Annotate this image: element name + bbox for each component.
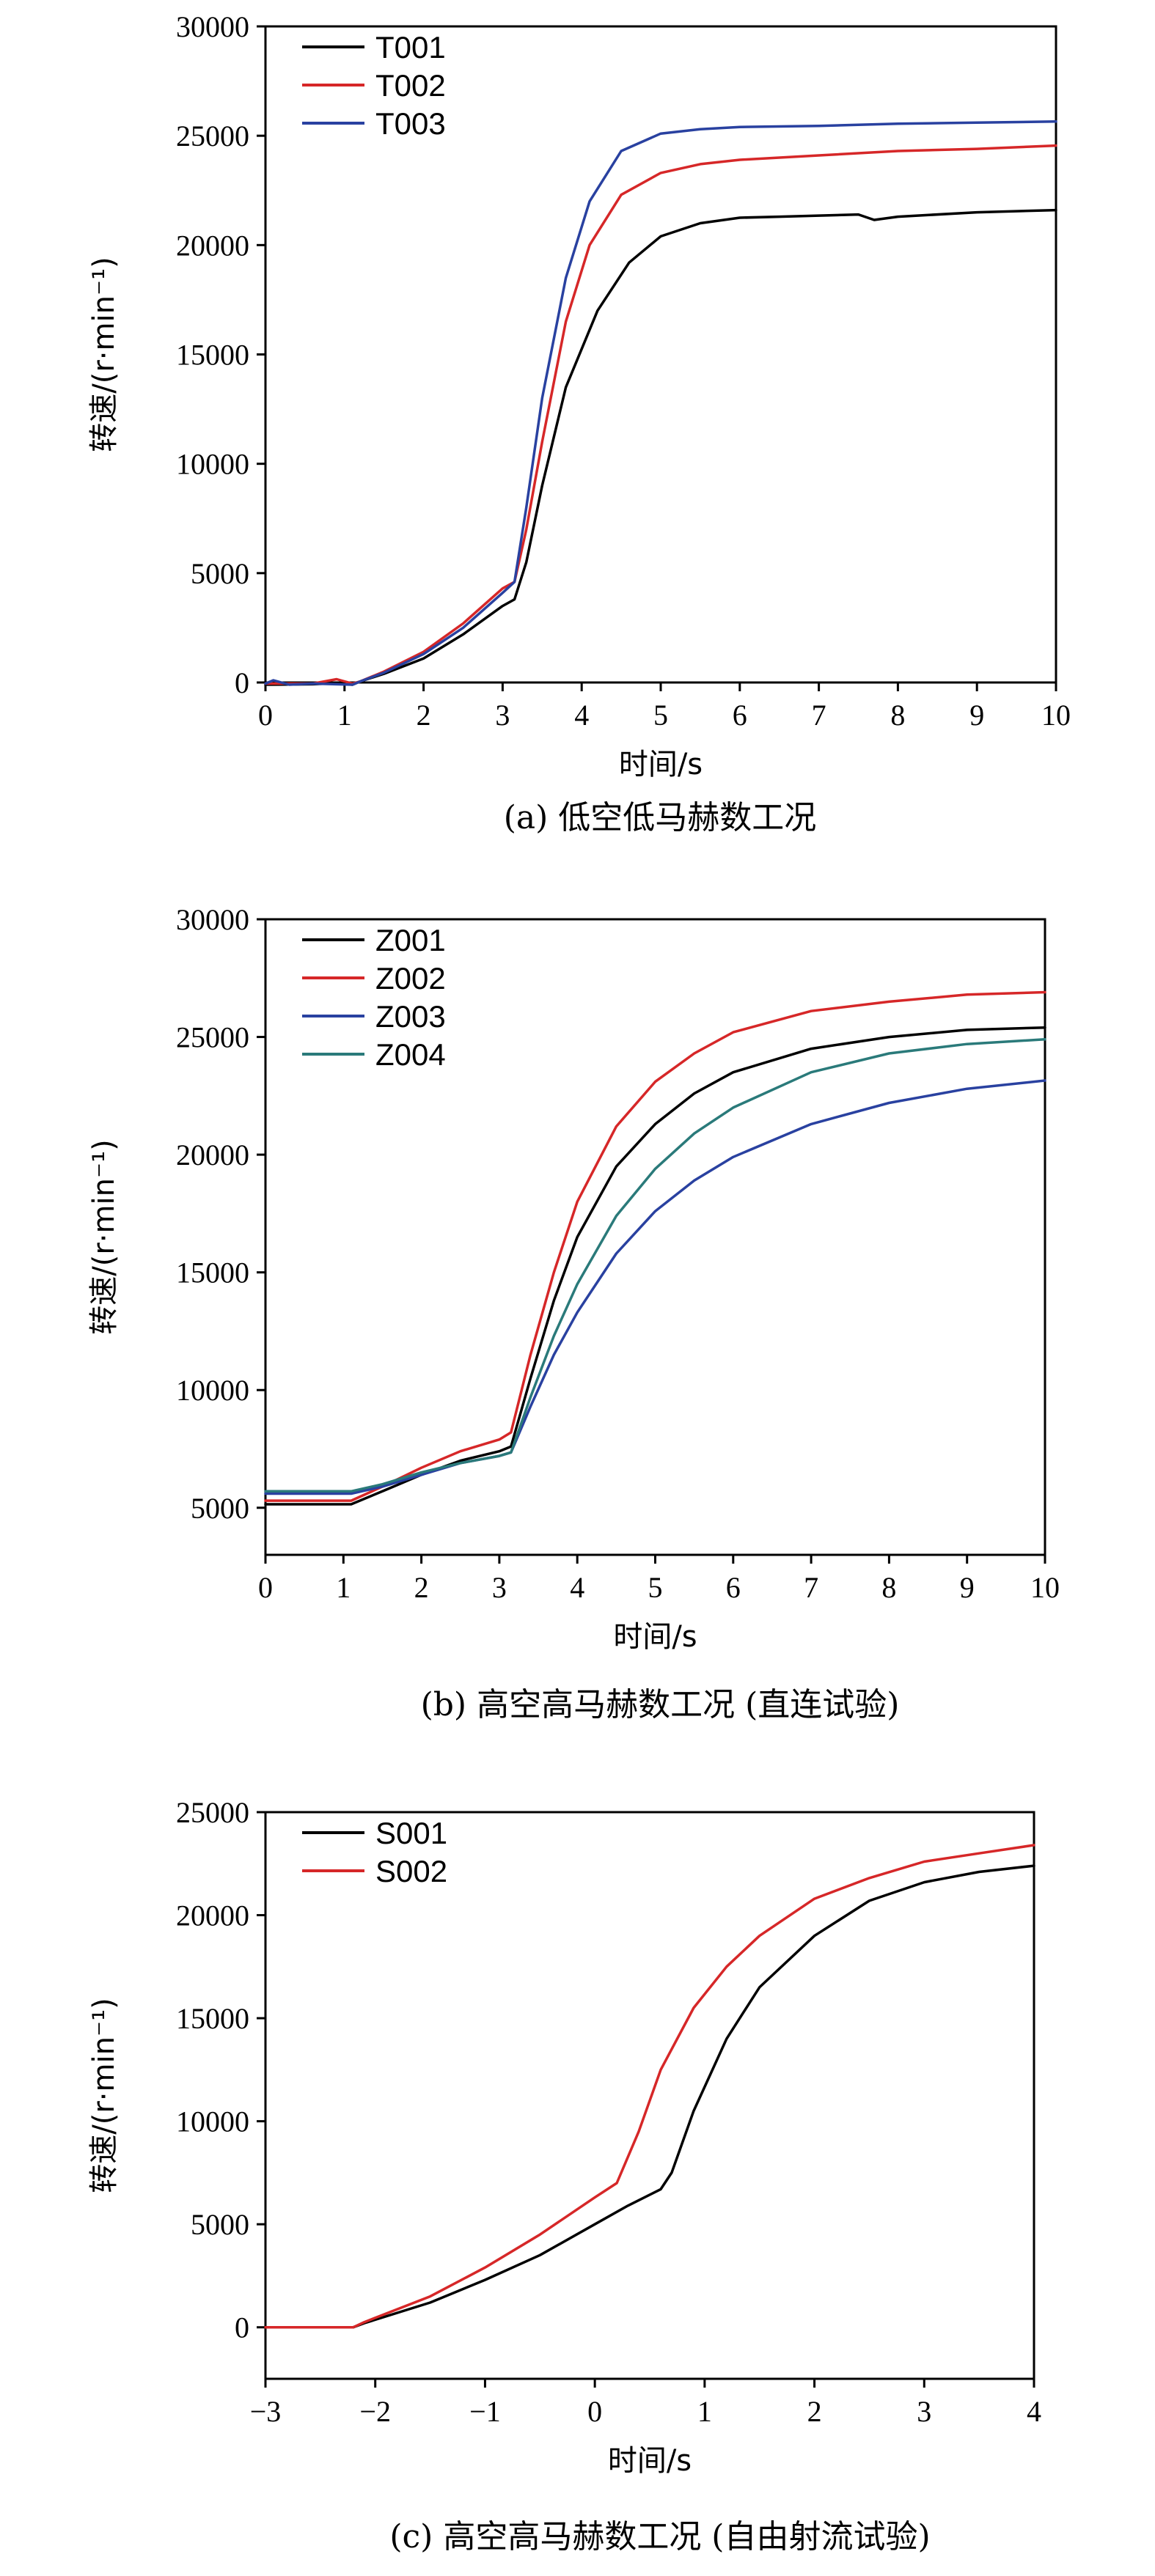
x-tick-label: 1 — [697, 2395, 712, 2428]
legend-label: Z001 — [375, 923, 446, 957]
x-tick-label: 3 — [917, 2395, 931, 2428]
legend-label: S001 — [375, 1816, 447, 1850]
x-tick-label: 5 — [653, 699, 668, 732]
series-line-z001 — [264, 1026, 1046, 1506]
plot-frame — [264, 1811, 1035, 2380]
x-tick-label: 0 — [258, 1571, 273, 1604]
series-line-t002 — [264, 144, 1057, 685]
series-line-z002 — [264, 990, 1046, 1502]
y-tick-label: 20000 — [176, 1138, 249, 1171]
x-tick-label: 2 — [417, 699, 431, 732]
x-tick-label: 10 — [1030, 1571, 1060, 1604]
x-tick-label: 2 — [807, 2395, 822, 2428]
x-tick-label: 3 — [492, 1571, 507, 1604]
y-tick-label: 10000 — [176, 2105, 249, 2138]
series-line-z003 — [264, 1079, 1046, 1495]
y-tick-label: 10000 — [176, 448, 249, 481]
y-tick-label: 25000 — [176, 1796, 249, 1829]
x-axis-label: 时间/s — [619, 748, 703, 781]
y-tick-label: 20000 — [176, 1899, 249, 1932]
y-tick-label: 30000 — [176, 10, 249, 43]
x-tick-label: 7 — [812, 699, 826, 732]
y-tick-label: 15000 — [176, 2002, 249, 2035]
x-tick-label: −2 — [359, 2395, 391, 2428]
x-tick-label: 4 — [574, 699, 589, 732]
y-axis-label: 转速/(r·min⁻¹) — [87, 1998, 121, 2193]
figure-caption: (b) 高空高马赫数工况 (直连试验) — [421, 1686, 900, 1723]
y-axis-label: 转速/(r·min⁻¹) — [87, 1139, 121, 1334]
series-line-s002 — [264, 1844, 1035, 2329]
x-tick-label: 8 — [890, 699, 905, 732]
legend-label: Z003 — [375, 999, 446, 1034]
y-tick-label: 0 — [235, 666, 249, 699]
y-tick-label: 5000 — [191, 557, 249, 590]
y-tick-label: 25000 — [176, 1021, 249, 1054]
x-tick-label: 6 — [733, 699, 747, 732]
y-tick-label: 20000 — [176, 229, 249, 262]
figure-caption: (c) 高空高马赫数工况 (自由射流试验) — [389, 2518, 930, 2555]
x-tick-label: 6 — [726, 1571, 741, 1604]
x-tick-label: 4 — [570, 1571, 584, 1604]
x-tick-label: 1 — [337, 699, 352, 732]
series-line-t001 — [264, 208, 1057, 686]
y-tick-label: 25000 — [176, 119, 249, 152]
x-tick-label: 1 — [336, 1571, 351, 1604]
chart-panel-3: −3 −2 −1 0 1 2 3 4 0 5000 10000 15000 20000 25000 时间/s… — [87, 1796, 1041, 2555]
chart-panel-2: 0 1 2 3 4 5 6 7 8 9 10 5000 10000 15000 20000 25000 3000… — [87, 903, 1060, 1723]
y-tick-label: 30000 — [176, 903, 249, 936]
legend-label: T003 — [375, 106, 446, 141]
y-tick-label: 15000 — [176, 1256, 249, 1289]
x-tick-label: 0 — [587, 2395, 602, 2428]
series-line-s001 — [264, 1864, 1035, 2329]
x-tick-label: 7 — [804, 1571, 818, 1604]
x-tick-label: 4 — [1027, 2395, 1041, 2428]
x-tick-label: 2 — [414, 1571, 429, 1604]
x-tick-label: 3 — [495, 699, 510, 732]
figure-caption: (a) 低空低马赫数工况 — [504, 799, 817, 836]
x-axis-label: 时间/s — [613, 1620, 697, 1654]
x-tick-label: 10 — [1041, 699, 1071, 732]
x-tick-label: 9 — [969, 699, 984, 732]
y-tick-label: 0 — [235, 2311, 249, 2344]
x-tick-label: 8 — [881, 1571, 896, 1604]
legend-label: Z004 — [375, 1037, 446, 1072]
x-tick-label: −1 — [469, 2395, 501, 2428]
legend-label: S002 — [375, 1854, 447, 1888]
x-tick-label: 0 — [258, 699, 273, 732]
y-tick-label: 5000 — [191, 1492, 249, 1525]
y-tick-label: 10000 — [176, 1374, 249, 1407]
chart-panel-1: 0 1 2 3 4 5 6 7 8 9 10 0 5000 10000 15000 20000 25000 300… — [87, 10, 1071, 836]
legend-label: Z002 — [375, 961, 446, 996]
series-line-t003 — [264, 120, 1057, 686]
x-tick-label: −3 — [250, 2395, 282, 2428]
x-axis-label: 时间/s — [608, 2444, 692, 2478]
legend-label: T001 — [375, 30, 446, 65]
series-line-z004 — [264, 1038, 1046, 1493]
legend-label: T002 — [375, 68, 446, 103]
y-tick-label: 5000 — [191, 2208, 249, 2241]
x-tick-label: 9 — [960, 1571, 975, 1604]
y-tick-label: 15000 — [176, 339, 249, 372]
x-tick-label: 5 — [648, 1571, 663, 1604]
y-axis-label: 转速/(r·min⁻¹) — [87, 257, 121, 452]
